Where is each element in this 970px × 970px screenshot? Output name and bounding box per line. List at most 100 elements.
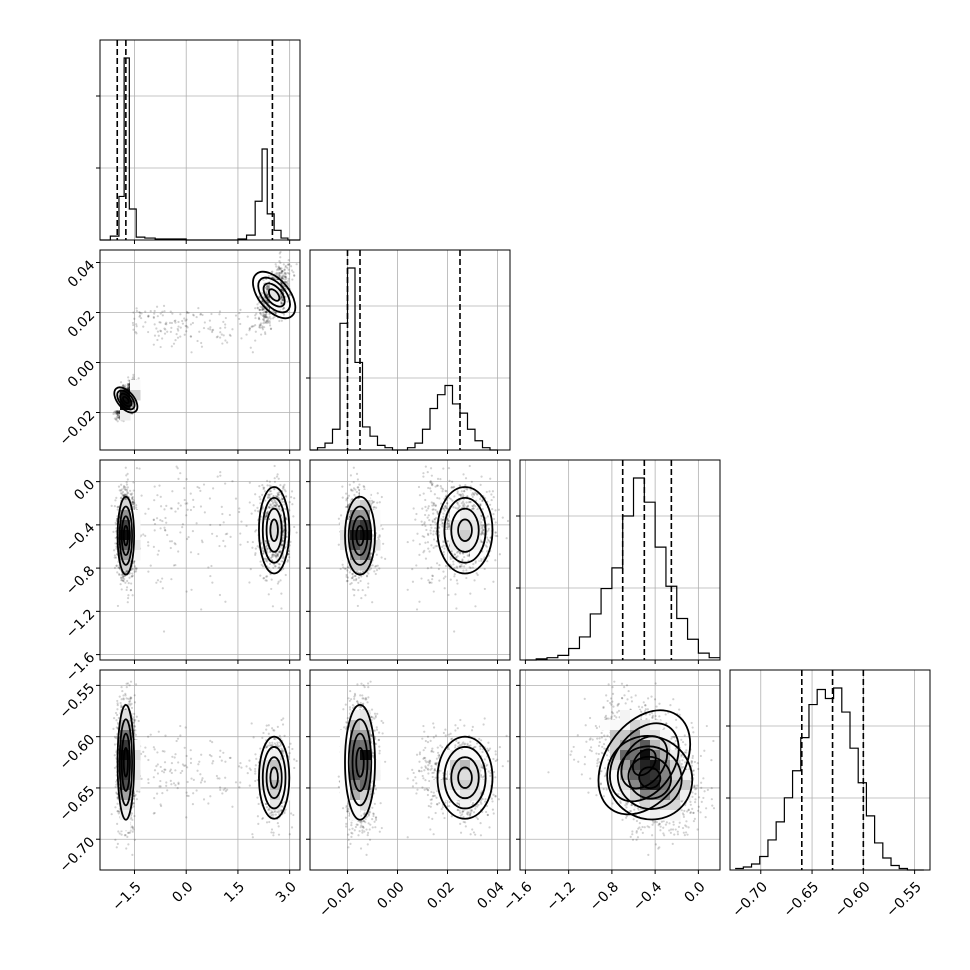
scatter-point [277,580,280,583]
scatter-point [262,318,265,321]
scatter-point [263,313,266,316]
scatter-point [216,475,219,478]
scatter-point [222,521,225,524]
scatter-layer [110,464,298,633]
scatter-point [254,509,257,512]
diag-axes-0 [99,39,301,241]
scatter-point [234,314,238,317]
scatter-point [280,592,283,595]
scatter-point [153,499,156,502]
scatter-point [185,590,188,593]
scatter-point [280,544,283,547]
scatter-point [287,258,290,262]
scatter-point [269,504,273,507]
scatter-point [254,530,257,533]
scatter-point [284,277,288,281]
scatter-point [116,412,119,415]
scatter-point [123,577,126,581]
scatter-point [265,514,268,517]
scatter-point [218,313,221,316]
scatter-point [115,411,118,414]
scatter-point [116,506,119,509]
scatter-point [283,268,286,272]
scatter-point [239,308,242,311]
scatter-point [116,508,119,511]
scatter-point [252,325,255,328]
scatter-point [286,266,289,269]
scatter-point [266,318,270,321]
scatter-point [117,566,120,569]
scatter-point [147,314,150,317]
scatter-point [268,506,271,509]
scatter-point [274,552,278,555]
scatter-point [275,278,279,281]
scatter-point [202,483,206,486]
scatter-point [135,567,138,570]
scatter-point [116,505,119,508]
scatter-point [163,526,166,529]
scatter-point [113,554,117,557]
scatter-point [130,496,134,499]
scatter-point [279,483,282,487]
scatter-point [116,415,119,418]
scatter-point [284,545,287,548]
scatter-point [144,512,147,515]
contour-level [257,276,291,314]
scatter-point [268,320,271,323]
scatter-point [271,554,274,557]
scatter-point [279,268,282,271]
scatter-point [288,509,291,512]
scatter-point [189,335,193,338]
scatter-point [283,275,286,278]
scatter-point [287,268,290,271]
scatter-point [224,545,227,548]
scatter-point [274,565,277,568]
scatter-point [272,555,275,558]
scatter-point [181,523,185,526]
scatter-point [116,411,120,414]
scatter-point [286,282,290,285]
scatter-point [265,311,268,314]
scatter-point [265,547,269,550]
scatter-point [210,312,213,316]
scatter-point [174,319,177,322]
scatter-point [123,493,126,496]
scatter-point [192,313,195,316]
scatter-point [283,278,286,281]
scatter-point [267,493,270,497]
scatter-point [126,384,130,387]
scatter-point [118,566,121,569]
scatter-point [279,267,282,270]
scatter-point [116,410,119,413]
scatter-point [269,317,272,320]
scatter-point [134,570,138,573]
scatter-point [270,499,273,503]
scatter-point [173,319,176,323]
scatter-point [257,316,261,319]
scatter-point [127,387,130,390]
scatter-point [142,533,145,536]
scatter-point [284,264,287,268]
scatter-point [292,271,295,274]
scatter-point [260,541,263,544]
scatter-point [269,556,272,560]
scatter-point [132,560,135,563]
scatter-point [280,302,283,305]
scatter-point [170,540,174,543]
scatter-point [156,494,159,497]
scatter-point [254,307,257,310]
scatter-point [258,326,261,329]
scatter-point [119,489,123,492]
scatter-point [277,552,280,555]
scatter-point [265,575,268,578]
scatter-point [147,315,150,318]
scatter-point [261,508,264,511]
scatter-point [174,563,177,567]
scatter-point [248,327,251,330]
scatter-point [268,506,271,509]
scatter-point [280,282,283,285]
scatter-point [113,417,117,420]
scatter-point [113,556,116,559]
scatter-point [170,326,173,329]
scatter-point [283,306,286,310]
